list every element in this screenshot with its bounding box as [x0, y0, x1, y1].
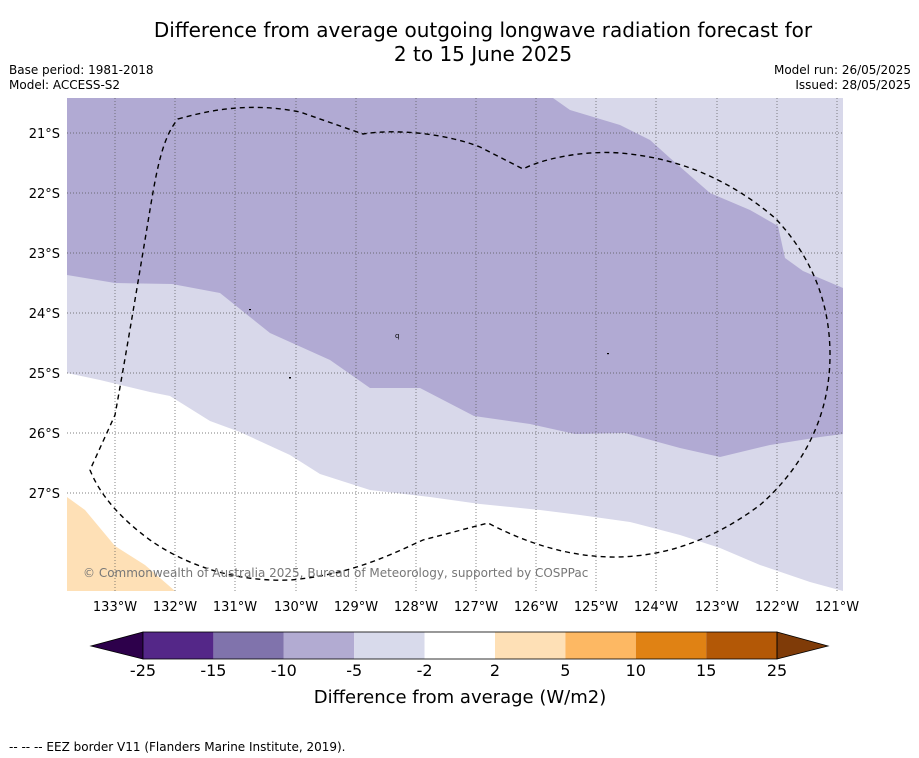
island-dot: [607, 353, 609, 355]
chart-title: Difference from average outgoing longwav…: [0, 18, 919, 66]
lat-label: 23°S: [29, 247, 60, 262]
model-name: Model: ACCESS-S2: [9, 78, 121, 92]
lon-label: 122°W: [755, 600, 799, 615]
eez-footnote: -- -- -- EEZ border V11 (Flanders Marine…: [9, 740, 346, 754]
lon-label: 129°W: [334, 600, 378, 615]
colorbar-bin: [565, 632, 636, 659]
colorbar-bin: [706, 632, 777, 659]
colorbar-tick: 25: [767, 661, 787, 680]
lat-label: 25°S: [29, 367, 60, 382]
meta-left: Base period: 1981-2018 Model: ACCESS-S2: [9, 63, 154, 93]
lon-label: 121°W: [815, 600, 859, 615]
island-marker: q: [395, 332, 399, 340]
lon-label: 125°W: [574, 600, 618, 615]
base-period: Base period: 1981-2018: [9, 63, 154, 77]
colorbar-bin: [354, 632, 425, 659]
colorbar-tick: 15: [696, 661, 716, 680]
issued-date: Issued: 28/05/2025: [795, 78, 911, 92]
title-line-1: Difference from average outgoing longwav…: [153, 18, 813, 42]
lon-label: 132°W: [153, 600, 197, 615]
colorbar-bin: [635, 632, 707, 659]
anomaly-region-plus2-to-plus5: [67, 497, 175, 591]
colorbar-tick: 5: [560, 661, 570, 680]
colorbar-over-arrow: [776, 631, 830, 660]
colorbar-tick: -15: [200, 661, 226, 680]
lon-label: 126°W: [514, 600, 558, 615]
lon-label: 123°W: [695, 600, 739, 615]
colorbar-tick: 2: [490, 661, 500, 680]
lat-label: 21°S: [29, 127, 60, 142]
lat-label: 22°S: [29, 187, 60, 202]
colorbar: -25 -15 -10 -5 -2 2 5 10 15 25 Differenc…: [89, 631, 830, 708]
lon-label: 131°W: [213, 600, 257, 615]
colorbar-bin: [143, 632, 214, 659]
lon-label: 124°W: [634, 600, 678, 615]
lon-label: 128°W: [394, 600, 438, 615]
lon-label: 130°W: [274, 600, 318, 615]
eez-border: [89, 106, 831, 581]
colorbar-tick: -5: [346, 661, 362, 680]
lat-label: 26°S: [29, 427, 60, 442]
title-line-2: 2 to 15 June 2025: [393, 42, 573, 66]
map-area: q: [67, 98, 843, 591]
colorbar-bin: [495, 632, 566, 659]
colorbar-tick: -25: [130, 661, 156, 680]
colorbar-bin: [283, 632, 355, 659]
colorbar-tick: 10: [626, 661, 646, 680]
lon-labels: 133°W 132°W 131°W 130°W 129°W 128°W 127°…: [93, 600, 859, 615]
colorbar-under-arrow: [89, 631, 144, 660]
colorbar-bin: [424, 632, 495, 659]
lat-label: 24°S: [29, 307, 60, 322]
model-run: Model run: 26/05/2025: [773, 63, 911, 77]
colorbar-bin: [213, 632, 284, 659]
anomaly-region-minus10-to-minus5: [67, 98, 843, 457]
gridlines: [67, 98, 843, 591]
island-dot: [289, 377, 291, 379]
lon-label: 133°W: [93, 600, 137, 615]
island-dot: [249, 309, 251, 311]
copyright-text: © Commonwealth of Australia 2025, Bureau…: [83, 566, 588, 580]
colorbar-frame: [142, 631, 778, 660]
colorbar-tick: -2: [417, 661, 433, 680]
colorbar-title: Difference from average (W/m2): [314, 687, 606, 708]
lat-label: 27°S: [29, 487, 60, 502]
lon-label: 127°W: [454, 600, 498, 615]
colorbar-tick: -10: [271, 661, 297, 680]
lat-labels: 21°S 22°S 23°S 24°S 25°S 26°S 27°S: [29, 127, 60, 502]
meta-right: Model run: 26/05/2025 Issued: 28/05/2025: [774, 63, 911, 93]
